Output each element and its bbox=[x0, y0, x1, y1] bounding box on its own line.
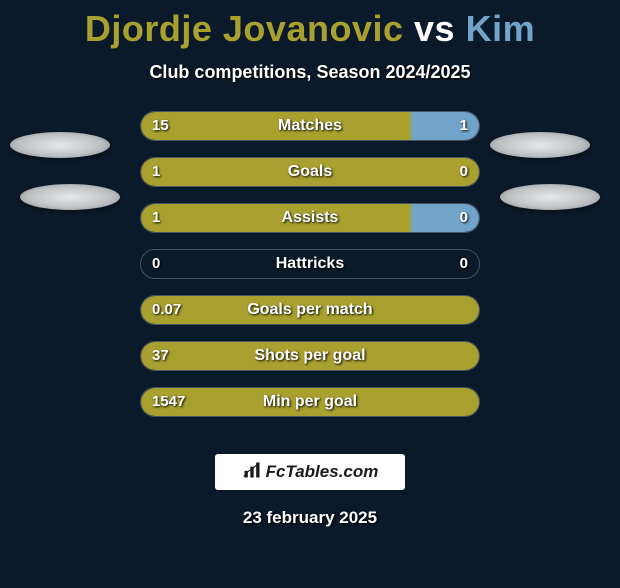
bar-right bbox=[411, 112, 479, 140]
decorative-ellipse bbox=[490, 132, 590, 158]
subtitle: Club competitions, Season 2024/2025 bbox=[0, 62, 620, 83]
bar-track bbox=[140, 157, 480, 187]
bar-track bbox=[140, 341, 480, 371]
bar-track bbox=[140, 295, 480, 325]
bar-track bbox=[140, 203, 480, 233]
watermark-text: FcTables.com bbox=[266, 462, 379, 482]
stat-value-left: 1 bbox=[152, 157, 160, 187]
stat-value-left: 37 bbox=[152, 341, 169, 371]
stat-row: Matches151 bbox=[70, 111, 550, 141]
stat-value-left: 1 bbox=[152, 203, 160, 233]
bar-left bbox=[141, 204, 411, 232]
stat-value-right: 1 bbox=[460, 111, 468, 141]
stat-value-right: 0 bbox=[460, 203, 468, 233]
stat-row: Hattricks00 bbox=[70, 249, 550, 279]
bar-left bbox=[141, 388, 479, 416]
bar-right bbox=[411, 204, 479, 232]
stat-row: Min per goal1547 bbox=[70, 387, 550, 417]
bar-left bbox=[141, 342, 479, 370]
watermark: FcTables.com bbox=[215, 454, 405, 490]
bar-left bbox=[141, 112, 411, 140]
decorative-ellipse bbox=[20, 184, 120, 210]
vs-text: vs bbox=[414, 8, 455, 49]
stat-value-left: 1547 bbox=[152, 387, 185, 417]
bar-left bbox=[141, 296, 479, 324]
stat-value-left: 0 bbox=[152, 249, 160, 279]
date-text: 23 february 2025 bbox=[0, 508, 620, 528]
bar-chart-icon bbox=[242, 460, 262, 485]
stat-row: Assists10 bbox=[70, 203, 550, 233]
stat-value-left: 0.07 bbox=[152, 295, 181, 325]
stat-value-left: 15 bbox=[152, 111, 169, 141]
bar-track bbox=[140, 111, 480, 141]
decorative-ellipse bbox=[10, 132, 110, 158]
decorative-ellipse bbox=[500, 184, 600, 210]
stat-row: Goals per match0.07 bbox=[70, 295, 550, 325]
bar-track bbox=[140, 249, 480, 279]
bar-left bbox=[141, 158, 479, 186]
player2-name: Kim bbox=[466, 8, 536, 49]
stat-row: Goals10 bbox=[70, 157, 550, 187]
player1-name: Djordje Jovanovic bbox=[85, 8, 404, 49]
stat-value-right: 0 bbox=[460, 249, 468, 279]
bar-track bbox=[140, 387, 480, 417]
stat-value-right: 0 bbox=[460, 157, 468, 187]
comparison-title: Djordje Jovanovic vs Kim bbox=[0, 8, 620, 50]
stat-row: Shots per goal37 bbox=[70, 341, 550, 371]
